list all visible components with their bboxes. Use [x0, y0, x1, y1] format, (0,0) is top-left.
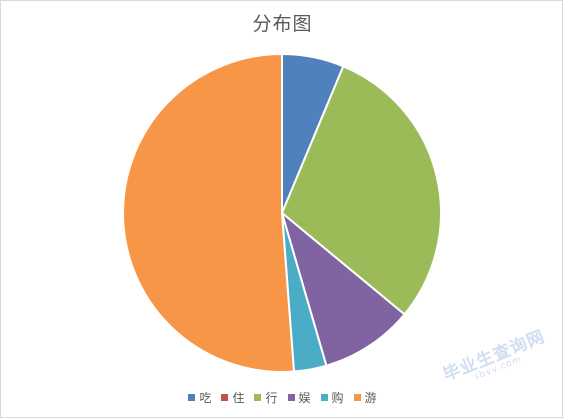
- legend-item-1: 吃: [188, 389, 211, 406]
- legend-label: 住: [232, 391, 245, 405]
- legend-label: 行: [265, 391, 278, 405]
- pie-slice-4: [280, 210, 406, 367]
- chart-title: 分布图: [252, 13, 313, 35]
- legend-swatch: [188, 394, 196, 401]
- legend-item-4: 娱: [287, 389, 311, 406]
- legend-item-2: 住: [221, 389, 244, 406]
- legend-label: 购: [331, 391, 344, 405]
- legend-item-5: 购: [320, 389, 344, 406]
- legend-swatch: [320, 394, 328, 401]
- pie-slice-3: [280, 64, 442, 316]
- legend: 吃住行娱购游: [1, 389, 564, 406]
- legend-label: 游: [364, 391, 377, 405]
- legend-label: 娱: [298, 391, 311, 405]
- legend-label: 吃: [199, 391, 212, 405]
- legend-swatch: [287, 394, 295, 401]
- legend-item-3: 行: [254, 389, 278, 406]
- legend-item-6: 游: [353, 389, 377, 406]
- legend-swatch: [254, 394, 262, 401]
- legend-swatch: [353, 394, 361, 401]
- pie-slice-6: [122, 52, 296, 373]
- legend-swatch: [221, 394, 229, 401]
